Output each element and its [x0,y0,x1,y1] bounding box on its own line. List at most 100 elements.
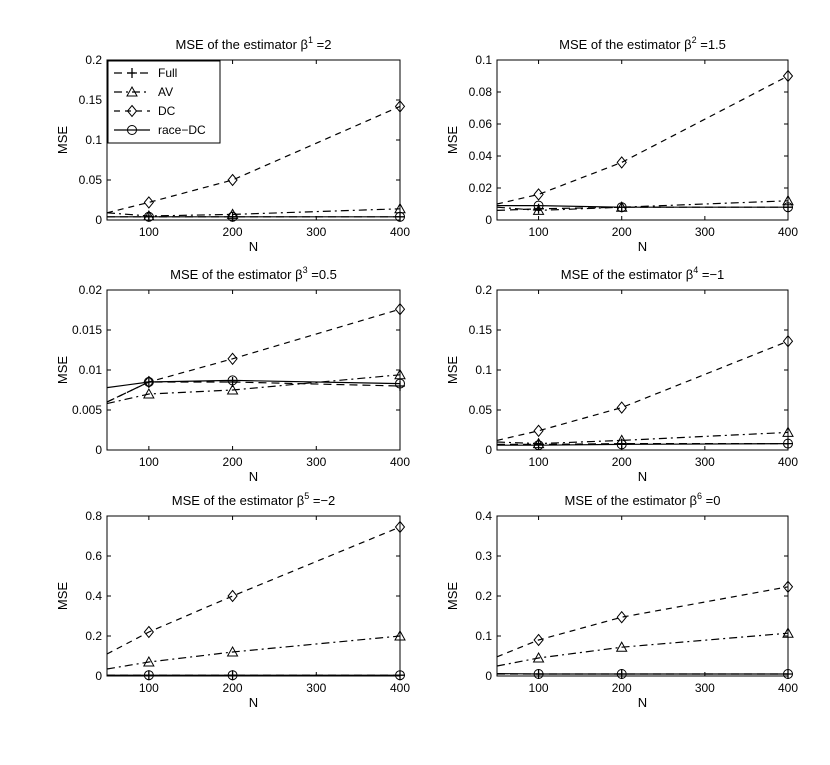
y-tick-label: 0.005 [72,403,102,417]
series-DC [106,520,406,655]
y-tick-label: 0.05 [469,403,493,417]
x-tick-label: 200 [223,225,243,239]
legend-box [107,60,221,144]
y-tick-label: 0.05 [79,173,103,187]
title-value: =−2 [309,493,335,508]
axes-frame [496,289,789,451]
y-axis-label: MSE [445,356,460,385]
x-tick-label: 300 [695,455,715,469]
line-race-DC [106,379,401,389]
line-AV [106,208,401,217]
point-race-DC [616,202,627,213]
point-DC [227,173,238,187]
y-tick-label: 0 [95,669,102,683]
point-DC [143,625,155,639]
point-race-DC [395,670,405,681]
x-tick-label: 200 [223,681,243,695]
point-race-DC [395,211,405,222]
y-tick-label: 0.1 [475,629,492,643]
series-DC [496,334,794,441]
x-axis-label: N [249,239,258,254]
point-race-DC [143,211,154,222]
y-tick-label: 0.4 [475,509,492,523]
point-race-DC [227,211,238,222]
line-DC [106,105,401,214]
x-tick-label: 300 [306,681,326,695]
point-DC [143,196,155,209]
series-DC [496,69,794,205]
point-Full [395,381,405,391]
panel-title: MSE of the estimator β5 =−2 [172,491,336,508]
point-DC [616,401,627,414]
x-tick-label: 200 [612,225,632,239]
x-axis-label: N [638,469,647,484]
x-tick-label: 200 [612,455,632,469]
point-DC [533,633,544,647]
line-AV [496,431,789,445]
line-race-DC [497,205,788,208]
title-text: MSE of the estimator β [172,493,304,508]
y-tick-label: 0.3 [475,549,492,563]
point-DC [782,580,794,594]
line-DC [496,75,789,205]
line-race-DC [497,443,789,446]
y-axis-label: MSE [445,126,460,155]
title-superscript: 2 [692,35,697,45]
series-race-DC [497,438,793,451]
legend-marker [127,68,137,78]
point-race-DC [533,200,544,211]
point-DC [143,375,155,389]
line-AV [496,200,789,212]
title-value: =0.5 [308,267,337,282]
point-DC [227,589,238,603]
y-tick-label: 0.2 [85,53,102,67]
y-tick-label: 0.02 [79,283,103,297]
y-tick-label: 0.06 [469,117,493,131]
x-tick-label: 400 [778,681,798,695]
panel-1: 100 200 300 400 0 0.05 0.1 0.15 0.2 N MSE MSE of th… [55,35,410,254]
series-AV [496,627,794,667]
point-race-DC [143,670,154,681]
point-AV [782,627,794,638]
y-tick-label: 0.2 [85,629,102,643]
point-AV [532,437,545,449]
series-race-DC [107,670,405,681]
title-superscript: 3 [303,265,308,275]
point-DC [616,156,627,169]
title-text: MSE of the estimator β [561,267,693,282]
point-DC [227,352,238,366]
point-DC [394,302,406,316]
point-race-DC [533,669,544,679]
point-race-DC [783,202,793,213]
panel-6: 100 200 300 400 0 0.1 0.2 0.3 0.4 N MSE MSE of the … [445,491,798,710]
point-DC [533,188,544,201]
point-DC [394,520,406,534]
series-Full [496,202,793,214]
panel-2: 100 200 300 400 0 0.02 0.04 0.06 0.08 0.1 N MSE MSE … [445,35,798,254]
x-axis-label: N [249,469,258,484]
x-tick-label: 400 [390,455,410,469]
series-DC [496,580,794,658]
x-tick-label: 400 [778,455,798,469]
title-text: MSE of the estimator β [559,37,691,52]
point-AV [226,645,239,657]
series-AV [106,629,406,670]
point-AV [143,209,155,221]
point-DC [394,100,406,113]
point-DC [616,610,627,624]
point-race-DC [227,375,238,386]
y-tick-label: 0.015 [72,323,102,337]
line-Full [106,381,401,403]
title-value: =−1 [698,267,724,282]
x-axis-label: N [638,695,647,710]
title-superscript: 6 [697,491,702,501]
x-axis-label: N [638,239,647,254]
y-tick-label: 0.8 [85,509,102,523]
y-tick-label: 0 [95,213,102,227]
point-race-DC [143,377,154,387]
y-tick-label: 0.15 [469,323,493,337]
point-AV [143,655,155,667]
x-tick-label: 400 [390,225,410,239]
panel-4: 100 200 300 400 0 0.05 0.1 0.15 0.2 N MSE MSE of th… [445,265,798,484]
x-tick-label: 100 [139,225,159,239]
